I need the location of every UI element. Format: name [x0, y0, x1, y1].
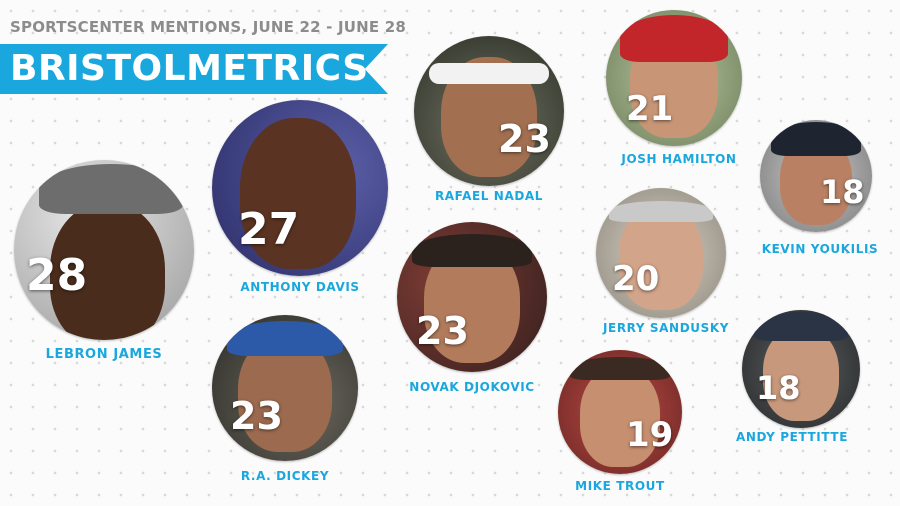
rafael-nadal-name: RAFAEL NADAL	[434, 189, 544, 203]
title-banner	[0, 44, 388, 94]
andy-pettitte-name: ANDY PETTITTE	[735, 430, 849, 444]
kevin-youkilis-count: 18	[820, 173, 865, 211]
lebron-james-count: 28	[26, 250, 88, 301]
jerry-sandusky-count: 20	[612, 259, 660, 299]
novak-djokovic-count: 23	[416, 309, 469, 353]
novak-djokovic-photo	[397, 222, 547, 372]
lebron-james-name: LEBRON JAMES	[45, 347, 163, 362]
jerry-sandusky-photo	[596, 188, 726, 318]
josh-hamilton-photo	[606, 10, 742, 146]
mike-trout-photo	[558, 350, 682, 474]
mike-trout-name: MIKE TROUT	[575, 479, 665, 493]
anthony-davis-count: 27	[238, 204, 300, 255]
chart-subtitle: SPORTSCENTER MENTIONS, JUNE 22 - JUNE 28	[10, 18, 407, 36]
page-title: BRISTOLMETRICS	[10, 48, 369, 89]
josh-hamilton-name: JOSH HAMILTON	[621, 152, 737, 166]
lebron-james-photo	[14, 160, 194, 340]
josh-hamilton-count: 21	[626, 89, 674, 129]
jerry-sandusky-name: JERRY SANDUSKY	[602, 321, 730, 335]
novak-djokovic-name: NOVAK DJOKOVIC	[409, 380, 535, 394]
ra-dickey-count: 23	[230, 394, 283, 438]
rafael-nadal-count: 23	[498, 117, 551, 161]
ra-dickey-photo	[212, 315, 358, 461]
mike-trout-count: 19	[626, 415, 674, 455]
andy-pettitte-count: 18	[756, 369, 801, 407]
rafael-nadal-photo	[414, 36, 564, 186]
anthony-davis-photo	[212, 100, 388, 276]
kevin-youkilis-name: KEVIN YOUKILIS	[761, 242, 879, 256]
anthony-davis-name: ANTHONY DAVIS	[240, 280, 360, 294]
ra-dickey-name: R.A. DICKEY	[240, 469, 330, 483]
kevin-youkilis-photo	[760, 120, 872, 232]
andy-pettitte-photo	[742, 310, 860, 428]
